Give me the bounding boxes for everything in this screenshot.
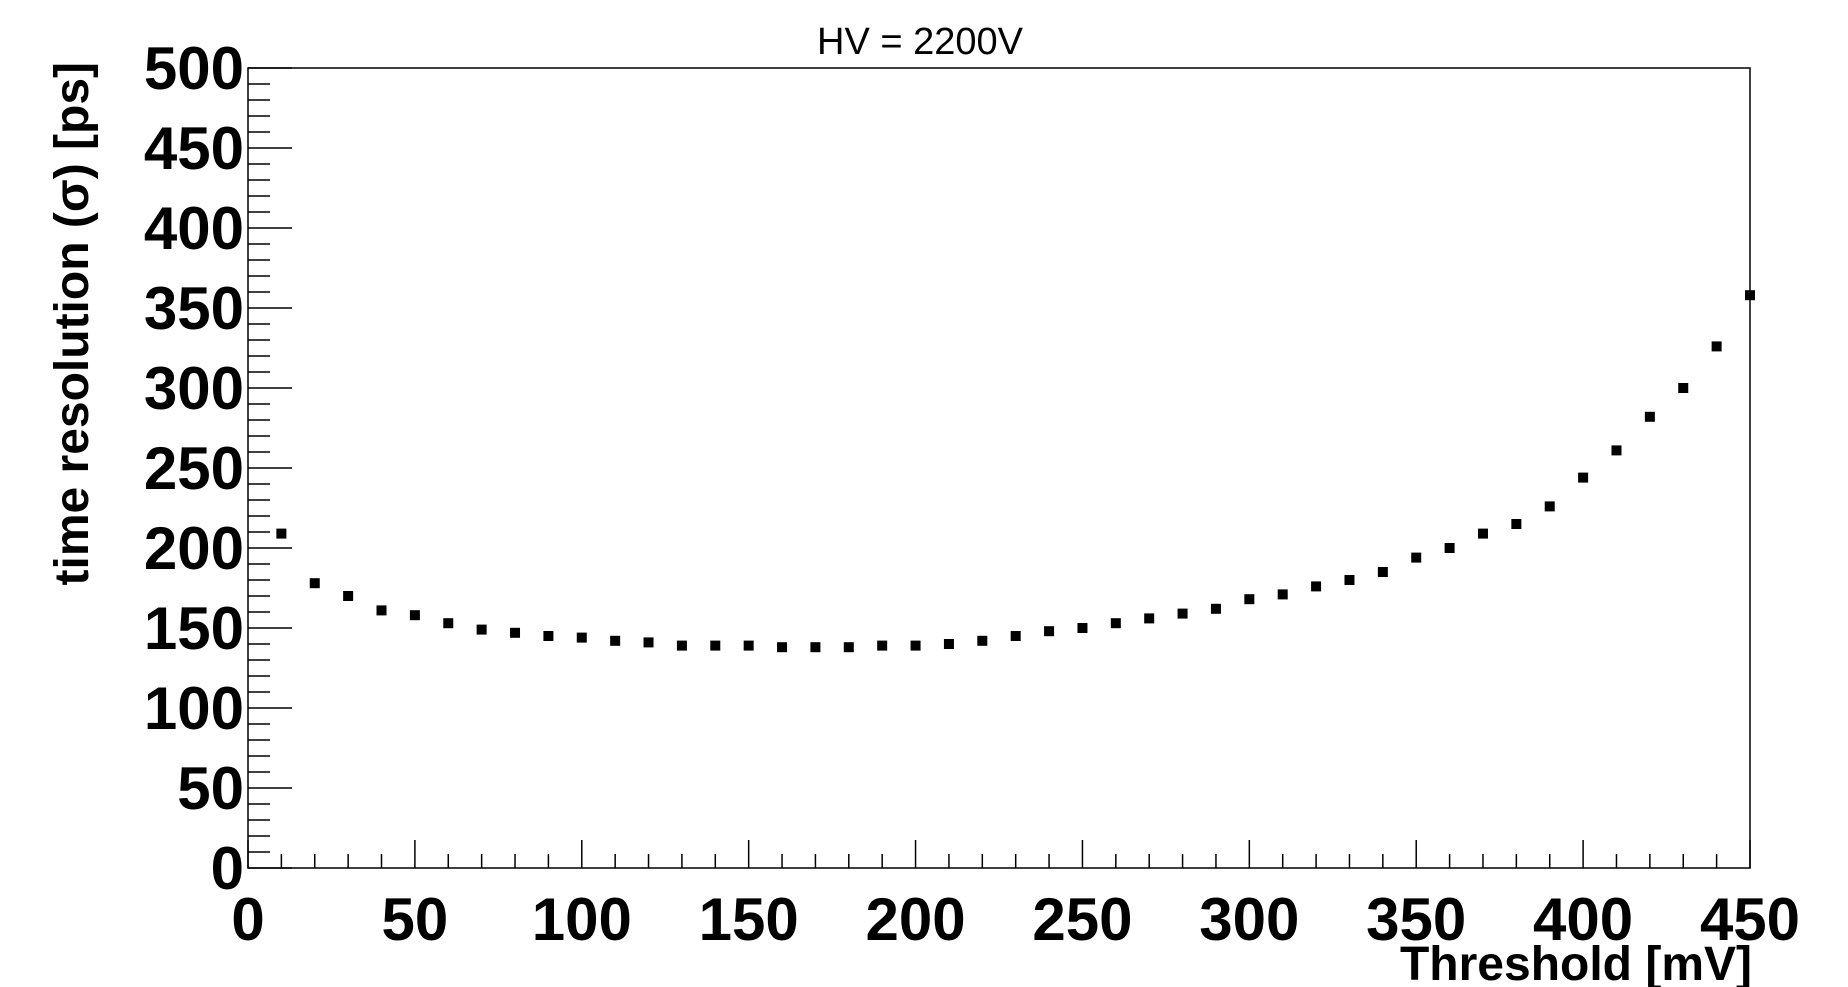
data-point: [576, 632, 587, 643]
data-point: [443, 618, 454, 629]
data-point: [1277, 589, 1288, 600]
y-tick-label: 200: [144, 515, 244, 582]
y-tick-label: 100: [144, 675, 244, 742]
data-point: [676, 640, 687, 651]
data-point: [543, 631, 554, 641]
x-tick-label: 150: [699, 886, 799, 953]
y-axis-title: time resolution (σ) [ps]: [46, 62, 99, 586]
y-tick-label: 350: [144, 275, 244, 342]
y-tick-label: 500: [144, 35, 244, 102]
data-point: [276, 528, 287, 539]
data-point: [376, 605, 387, 616]
x-tick-label: 300: [1199, 886, 1299, 953]
data-point: [1644, 411, 1655, 422]
x-tick-label: 350: [1366, 886, 1466, 953]
y-tick-label: 0: [211, 835, 244, 902]
data-point: [1010, 631, 1021, 641]
y-tick-label: 250: [144, 435, 244, 502]
plot-frame: [247, 67, 1751, 869]
chart-title: HV = 2200V: [817, 21, 1024, 63]
data-point: [643, 637, 654, 648]
data-point: [510, 627, 521, 638]
data-point: [777, 642, 788, 653]
data-point: [1544, 501, 1555, 512]
data-point: [1044, 626, 1055, 637]
data-point: [810, 642, 821, 653]
x-tick-label: 250: [1032, 886, 1132, 953]
data-point: [1678, 383, 1689, 393]
data-point: [1745, 290, 1755, 301]
y-tick-label: 450: [144, 115, 244, 182]
data-point: [610, 635, 621, 646]
data-point: [1077, 623, 1088, 633]
data-point: [743, 640, 754, 651]
y-tick-labels: 0 50 100 150 200 250 300 350 400 450 500: [144, 35, 244, 902]
data-point: [1611, 445, 1622, 456]
data-point: [343, 591, 354, 601]
data-markers: [276, 290, 1755, 653]
data-point: [710, 640, 721, 651]
y-tick-label: 50: [177, 755, 244, 822]
data-point: [1210, 603, 1221, 614]
data-point: [877, 640, 888, 651]
x-tick-label: 100: [532, 886, 632, 953]
data-point: [1411, 552, 1422, 563]
x-tick-label: 450: [1700, 886, 1800, 953]
data-point: [1711, 341, 1722, 352]
y-tick-label: 300: [144, 355, 244, 422]
data-point: [409, 610, 420, 621]
x-tick-label: 50: [382, 886, 449, 953]
x-tick-label: 0: [231, 886, 264, 953]
data-point: [1578, 472, 1589, 483]
data-point: [309, 578, 320, 589]
data-point: [943, 639, 954, 649]
x-tick-label: 200: [866, 886, 966, 953]
y-tick-label: 400: [144, 195, 244, 262]
data-point: [1311, 581, 1322, 592]
data-point: [1444, 543, 1455, 553]
data-point: [1477, 528, 1488, 539]
data-point: [1344, 575, 1355, 585]
data-point: [1177, 608, 1188, 619]
data-point: [1244, 594, 1255, 605]
data-point: [1377, 567, 1388, 577]
x-axis-title: Threshold [mV]: [1400, 938, 1752, 987]
data-point: [1110, 618, 1121, 629]
data-point: [977, 635, 988, 646]
x-tick-labels: 0 50 100 150 200 250 300 350 400 450: [231, 886, 1800, 953]
data-point: [843, 642, 854, 653]
data-point: [1144, 613, 1155, 624]
x-tick-label: 400: [1533, 886, 1633, 953]
data-point: [910, 640, 921, 651]
data-point: [476, 624, 487, 635]
y-tick-label: 150: [144, 595, 244, 662]
data-point: [1511, 519, 1522, 529]
minor-ticks: [248, 83, 1718, 868]
major-ticks: [247, 67, 1751, 869]
